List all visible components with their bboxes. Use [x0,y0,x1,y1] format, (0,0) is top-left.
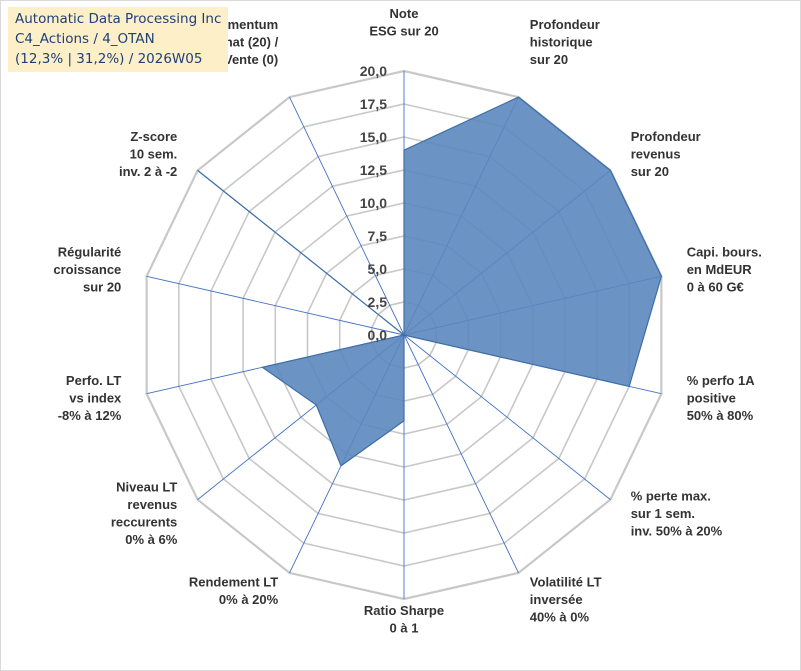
axis-label-line: 10 sem. [130,147,178,162]
axis-label: Niveau LT revenus reccurents 0% à 6% [111,480,178,547]
axis-label: Volatilité LT inversée 40% à 0% [530,575,602,625]
axis-spoke [403,334,611,500]
axis-label: % perte max. sur 1 sem. inv. 50% à 20% [631,488,723,538]
axis-label-line: sur 20 [631,164,669,179]
axis-label-line: 0% à 20% [219,592,279,607]
axis-label: Profondeur historique sur 20 [530,17,600,67]
series-area [197,96,663,467]
axis-label-line: historique [530,35,593,50]
axis-label-line: revenus [127,497,177,512]
axis-label: Rendement LT 0% à 20% [189,575,279,608]
axis-label-line: Vente (0) [224,52,278,67]
tick-label: 2,5 [368,294,388,310]
axis-label-line: croissance [53,262,121,277]
info-line-3: (12,3% | 31,2%) / 2026W05 [15,51,203,67]
series [197,96,663,467]
axis-label-line: Profondeur [631,129,701,144]
axis-label-line: vs index [69,390,122,405]
axis-label-line: sur 1 sem. [631,506,695,521]
axis-label-line: sur 20 [530,52,568,67]
axis-spoke [146,275,405,336]
axis-label-line: Ratio Sharpe [364,603,444,618]
axis-label-line: Capi. bours. [687,245,762,260]
axis-label-line: inv. 2 à -2 [119,164,177,179]
axis-label: Régularité croissance sur 20 [53,245,121,295]
axis-label-line: Profondeur [530,17,600,32]
tick-label: 20,0 [360,63,387,79]
tick-label: 7,5 [368,228,388,244]
tick-label: 12,5 [360,162,387,178]
info-line-1: Automatic Data Processing Inc [15,11,222,27]
info-box: Automatic Data Processing Inc C4_Actions… [8,7,229,72]
axis-label-line: 40% à 0% [530,610,590,625]
axis-label-line: inv. 50% à 20% [631,523,723,538]
axis-label-line: % perte max. [631,488,711,503]
axis-label: Z-score 10 sem. inv. 2 à -2 [119,129,177,179]
tick-labels: 0,0 2,5 5,0 7,5 10,0 12,5 15,0 17,5 20,0 [360,63,387,343]
axis-label-line: 0% à 6% [125,532,177,547]
axis-label-line: 0 à 1 [390,621,419,636]
axis-label-line: reccurents [111,515,177,530]
axis-label-line: Rendement LT [189,575,278,590]
tick-label: 17,5 [360,96,387,112]
axis-label-line: -8% à 12% [58,408,122,423]
tick-label: 5,0 [368,261,388,277]
info-line-2: C4_Actions / 4_OTAN [15,31,155,47]
axis-label: Perfo. LT vs index -8% à 12% [58,373,122,423]
axis-label: Note ESG sur 20 [369,6,438,39]
axis-label-line: Régularité [58,245,122,260]
axis-label-line: % perfo 1A [687,373,756,388]
axis-label-line: 50% à 80% [687,408,754,423]
axis-label-line: positive [687,390,736,405]
axis-label-line: en MdEUR [687,262,753,277]
axis-label: Profondeur revenus sur 20 [631,129,701,179]
axis-label: Capi. bours. en MdEUR 0 à 60 G€ [687,245,762,295]
axis-spoke [289,96,405,336]
tick-label: 0,0 [368,327,388,343]
tick-label: 10,0 [360,195,387,211]
axis-label-line: Z-score [130,129,177,144]
axis-label-line: Note [390,6,419,21]
axis-label: Ratio Sharpe 0 à 1 [364,603,444,636]
axis-labels: Note ESG sur 20 Profondeur historique sur 20… [53,6,761,636]
axis-label-line: Volatilité LT [530,575,602,590]
axis-label-line: revenus [631,147,681,162]
axis-label-line: inversée [530,592,583,607]
tick-label: 15,0 [360,129,387,145]
axis-label-line: 0 à 60 G€ [687,280,744,295]
axis-spoke [403,334,519,574]
axis-label: % perfo 1A positive 50% à 80% [687,373,756,423]
axis-label-line: Perfo. LT [66,373,121,388]
axis-label-line: ESG sur 20 [369,24,438,39]
axis-label-line: Niveau LT [116,480,177,495]
axis-label-line: sur 20 [83,280,121,295]
